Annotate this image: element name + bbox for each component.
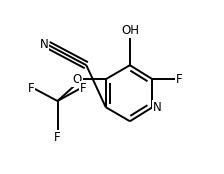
Text: F: F: [176, 73, 182, 86]
Text: F: F: [54, 130, 61, 144]
Text: N: N: [153, 101, 161, 114]
Text: O: O: [72, 73, 82, 86]
Text: F: F: [80, 82, 87, 95]
Text: F: F: [28, 82, 34, 95]
Text: N: N: [39, 38, 48, 52]
Text: OH: OH: [121, 24, 139, 37]
